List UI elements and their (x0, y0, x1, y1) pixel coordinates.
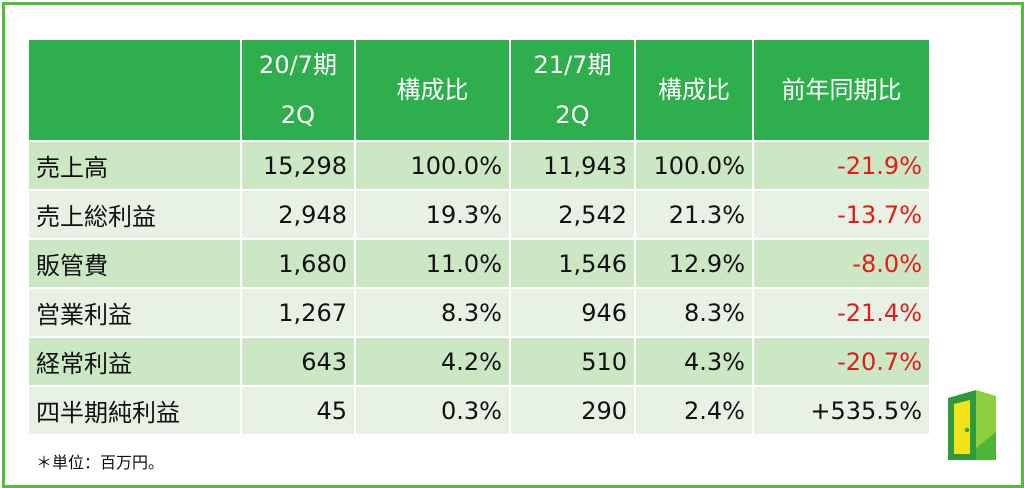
row-label: 営業利益 (29, 288, 242, 338)
table-row: 営業利益 1,267 8.3% 946 8.3% -21.4% (29, 288, 929, 338)
prev-value: 2,948 (241, 190, 356, 240)
prev-ratio: 19.3% (355, 190, 511, 240)
table-row: 売上総利益 2,948 19.3% 2,542 21.3% -13.7% (29, 190, 929, 240)
table-header-row: 20/7期 2Q 構成比 21/7期 2Q 構成比 前年同期比 (29, 40, 929, 142)
curr-ratio: 2.4% (635, 386, 754, 436)
curr-value: 1,546 (510, 239, 636, 289)
header-label-cell (29, 40, 242, 142)
curr-ratio: 21.3% (635, 190, 754, 240)
table-row: 経常利益 643 4.2% 510 4.3% -20.7% (29, 337, 929, 387)
curr-value: 510 (510, 337, 636, 387)
prev-value: 45 (241, 386, 356, 436)
header-curr-ratio: 構成比 (635, 40, 754, 142)
curr-value: 11,943 (510, 141, 636, 191)
curr-value: 2,542 (510, 190, 636, 240)
header-curr-period: 21/7期 2Q (510, 40, 636, 142)
prev-value: 643 (241, 337, 356, 387)
prev-ratio: 8.3% (355, 288, 511, 338)
prev-ratio: 4.2% (355, 337, 511, 387)
curr-ratio: 100.0% (635, 141, 754, 191)
unit-note: ＊単位：百万円。 (36, 453, 165, 472)
yoy-value: -13.7% (753, 190, 929, 240)
yoy-value: -20.7% (753, 337, 929, 387)
row-label: 売上総利益 (29, 190, 242, 240)
prev-value: 1,680 (241, 239, 356, 289)
curr-ratio: 12.9% (635, 239, 754, 289)
curr-value: 290 (510, 386, 636, 436)
yoy-value: -21.9% (753, 141, 929, 191)
header-prev-period: 20/7期 2Q (241, 40, 356, 142)
table-row: 四半期純利益 45 0.3% 290 2.4% +535.5% (29, 386, 929, 436)
prev-value: 15,298 (241, 141, 356, 191)
curr-ratio: 8.3% (635, 288, 754, 338)
row-label: 経常利益 (29, 337, 242, 387)
prev-ratio: 100.0% (355, 141, 511, 191)
yoy-value: -21.4% (753, 288, 929, 338)
row-label: 四半期純利益 (29, 386, 242, 436)
prev-ratio: 0.3% (355, 386, 511, 436)
row-label: 販管費 (29, 239, 242, 289)
prev-ratio: 11.0% (355, 239, 511, 289)
row-label: 売上高 (29, 141, 242, 191)
curr-value: 946 (510, 288, 636, 338)
table-row: 売上高 15,298 100.0% 11,943 100.0% -21.9% (29, 141, 929, 191)
header-yoy: 前年同期比 (753, 40, 929, 142)
financial-results-table: 20/7期 2Q 構成比 21/7期 2Q 構成比 前年同期比 売上高 15,298… (29, 40, 929, 436)
yoy-value: -8.0% (753, 239, 929, 289)
header-prev-ratio: 構成比 (355, 40, 511, 142)
green-door-logo-icon (948, 390, 996, 460)
yoy-value: +535.5% (753, 386, 929, 436)
curr-ratio: 4.3% (635, 337, 754, 387)
prev-value: 1,267 (241, 288, 356, 338)
table-row: 販管費 1,680 11.0% 1,546 12.9% -8.0% (29, 239, 929, 289)
